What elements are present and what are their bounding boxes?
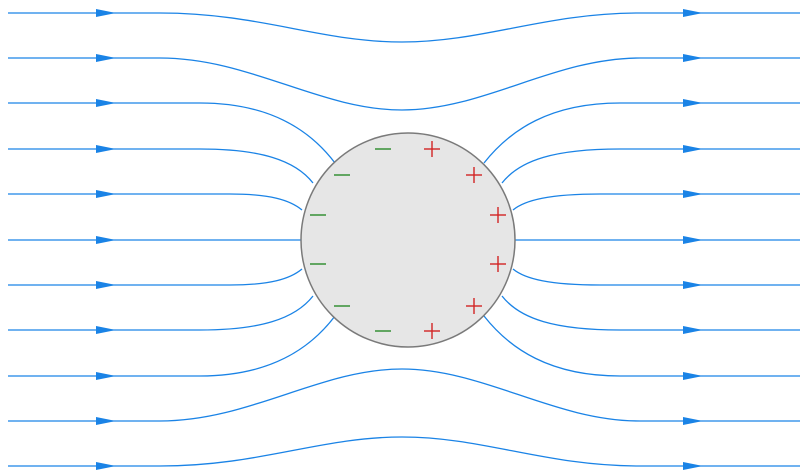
right-arrowhead-7 [683,281,703,289]
positive-charge-5 [466,298,482,314]
right-arrowhead-1 [683,9,703,17]
right-arrowhead-8 [683,326,703,334]
field-line-4-right [501,148,800,184]
left-arrowhead-6 [96,236,116,244]
field-line-9-right [483,315,800,377]
field-line-2 [8,57,800,111]
field-line-10 [8,368,800,422]
positive-charge-6 [424,323,440,339]
right-arrowhead-4 [683,145,703,153]
field-line-5-right [512,193,800,211]
field-line-3 [8,102,336,164]
field-line-7 [8,268,303,286]
left-arrowhead-11 [96,462,116,470]
right-arrowhead-3 [683,99,703,107]
field-line-9 [8,315,336,377]
left-arrowhead-2 [96,54,116,62]
field-line-8-right [501,295,800,331]
right-arrowhead-2 [683,54,703,62]
field-lines-group [8,12,800,467]
right-arrowhead-9 [683,372,703,380]
field-line-5 [8,193,303,211]
left-arrowhead-10 [96,417,116,425]
left-arrows-group [96,9,116,470]
right-arrowhead-10 [683,417,703,425]
field-line-7-right [512,268,800,286]
right-arrowhead-11 [683,462,703,470]
left-arrowhead-9 [96,372,116,380]
charges-group [310,141,506,339]
conducting-sphere [300,132,516,348]
field-line-1 [8,12,800,43]
left-arrowhead-8 [96,326,116,334]
right-arrowhead-6 [683,236,703,244]
field-line-4 [8,148,314,184]
left-arrowhead-1 [96,9,116,17]
positive-charge-2 [466,167,482,183]
positive-charge-3 [490,207,506,223]
field-line-11 [8,436,800,467]
left-arrowhead-3 [96,99,116,107]
positive-charge-4 [490,256,506,272]
left-arrowhead-7 [96,281,116,289]
left-arrowhead-5 [96,190,116,198]
field-line-8 [8,295,314,331]
positive-charge-1 [424,141,440,157]
left-arrowhead-4 [96,145,116,153]
field-line-3-right [483,102,800,164]
right-arrows-group [683,9,703,470]
right-arrowhead-5 [683,190,703,198]
